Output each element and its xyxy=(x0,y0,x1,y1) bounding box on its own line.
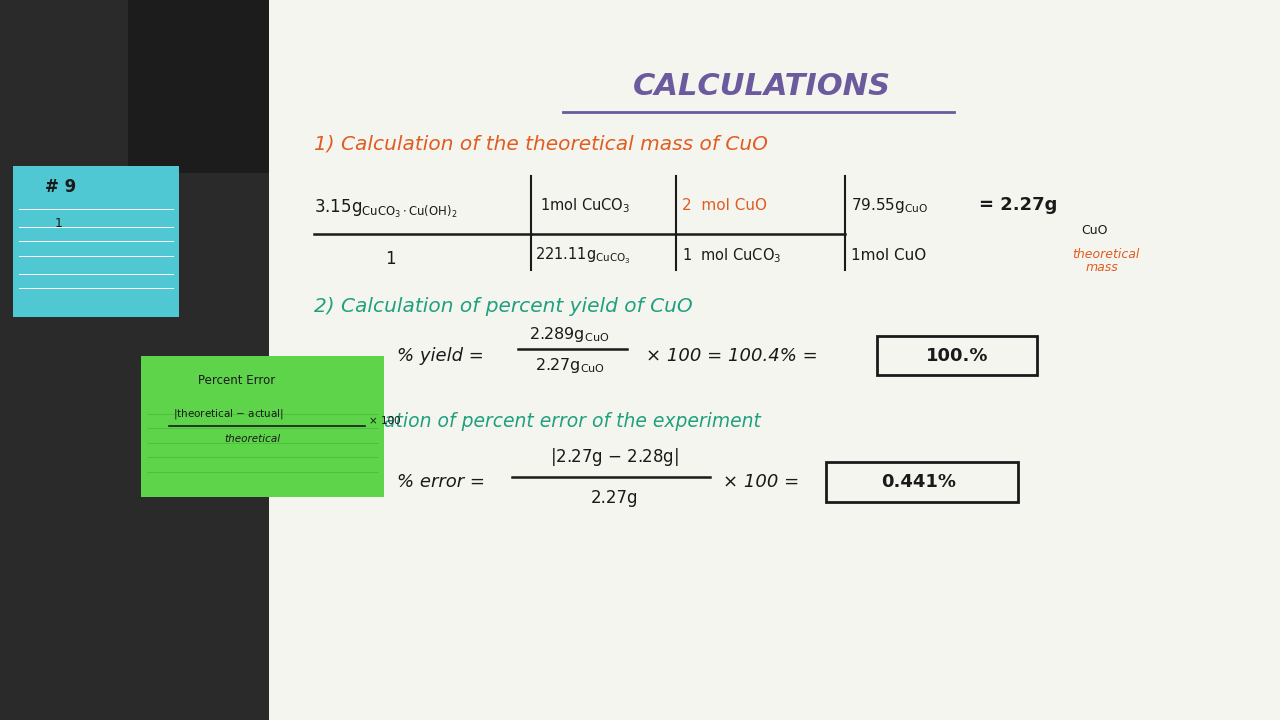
Text: 221.11g$_{\mathregular{CuCO_3}}$: 221.11g$_{\mathregular{CuCO_3}}$ xyxy=(535,246,631,266)
FancyBboxPatch shape xyxy=(13,166,179,317)
Text: 1: 1 xyxy=(55,217,63,230)
Text: mass: mass xyxy=(1085,261,1119,274)
Polygon shape xyxy=(0,0,1280,180)
FancyBboxPatch shape xyxy=(448,0,934,173)
Polygon shape xyxy=(0,0,269,720)
Polygon shape xyxy=(269,0,1280,720)
Text: = 2.27g: = 2.27g xyxy=(979,197,1057,215)
FancyBboxPatch shape xyxy=(269,0,1280,720)
Text: CALCULATIONS: CALCULATIONS xyxy=(632,72,891,101)
Text: 2.289g$_{\mathregular{CuO}}$: 2.289g$_{\mathregular{CuO}}$ xyxy=(530,325,609,344)
Text: 2  mol CuO: 2 mol CuO xyxy=(682,198,767,212)
Text: 1  mol CuCO$_3$: 1 mol CuCO$_3$ xyxy=(682,246,782,265)
Text: × 100 = 100.4% =: × 100 = 100.4% = xyxy=(646,348,824,366)
Text: 1mol CuCO$_3$: 1mol CuCO$_3$ xyxy=(540,196,630,215)
Text: 3.15g$_{\mathregular{CuCO_3 \cdot Cu(OH)_2}}$: 3.15g$_{\mathregular{CuCO_3 \cdot Cu(OH)… xyxy=(314,198,457,220)
Text: theoretical: theoretical xyxy=(224,434,280,444)
Text: CuO: CuO xyxy=(1082,224,1108,237)
Text: % error =: % error = xyxy=(397,474,490,492)
Text: 100.%: 100.% xyxy=(927,347,988,365)
Text: # 9: # 9 xyxy=(45,179,76,197)
Text: × 100: × 100 xyxy=(369,416,401,426)
Text: $|$2.27g $-$ 2.28g$|$: $|$2.27g $-$ 2.28g$|$ xyxy=(550,446,678,468)
Text: 2.27g$_{\mathregular{CuO}}$: 2.27g$_{\mathregular{CuO}}$ xyxy=(535,356,604,374)
Text: 1: 1 xyxy=(385,251,396,269)
Text: 2) Calculation of percent yield of CuO: 2) Calculation of percent yield of CuO xyxy=(314,297,692,315)
Text: ation of percent error of the experiment: ation of percent error of the experiment xyxy=(384,412,760,431)
FancyBboxPatch shape xyxy=(141,356,384,497)
Text: % yield =: % yield = xyxy=(397,348,489,366)
Text: Percent Error: Percent Error xyxy=(198,374,275,387)
FancyBboxPatch shape xyxy=(128,0,538,173)
Text: 0.441%: 0.441% xyxy=(882,474,956,492)
Text: $|$theoretical $-$ actual$|$: $|$theoretical $-$ actual$|$ xyxy=(173,407,284,421)
Text: theoretical: theoretical xyxy=(1073,248,1140,261)
Text: × 100 =: × 100 = xyxy=(723,474,805,492)
Text: 79.55g$_{\mathregular{CuO}}$: 79.55g$_{\mathregular{CuO}}$ xyxy=(851,196,929,215)
Text: 1) Calculation of the theoretical mass of CuO: 1) Calculation of the theoretical mass o… xyxy=(314,135,768,153)
Text: 1mol CuO: 1mol CuO xyxy=(851,248,927,263)
Text: 2.27g: 2.27g xyxy=(590,490,639,507)
